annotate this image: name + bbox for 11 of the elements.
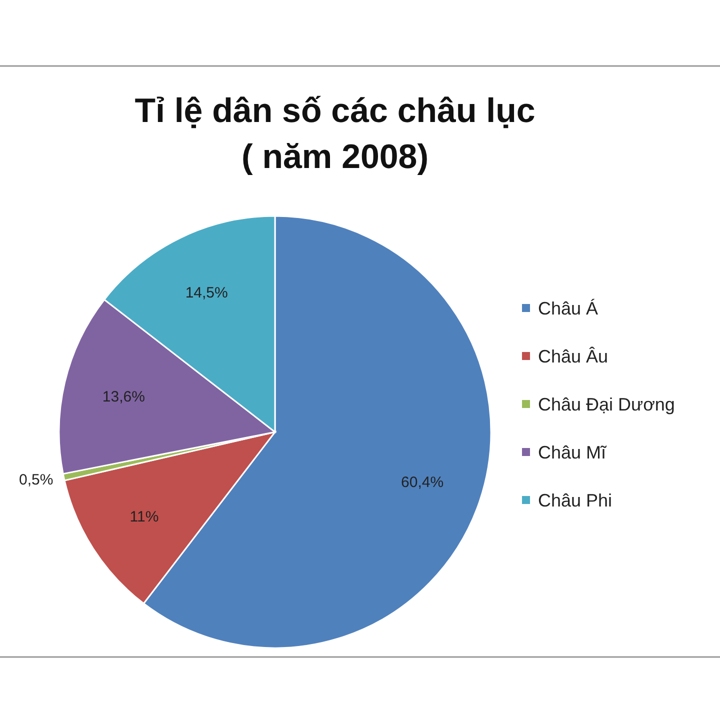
chart-title: Tỉ lệ dân số các châu lục ( năm 2008): [134, 92, 536, 176]
legend-label: Châu Mĩ: [538, 442, 608, 462]
legend-label: Châu Âu: [538, 346, 608, 366]
legend-label: Châu Đại Dương: [538, 394, 675, 414]
data-label: 0,5%: [19, 472, 54, 489]
legend-label: Châu Á: [538, 298, 598, 318]
data-label: 60,4%: [401, 474, 444, 492]
data-label: 13,6%: [102, 388, 145, 406]
legend-label: Châu Phi: [538, 490, 612, 510]
data-label: 14,5%: [185, 284, 228, 302]
data-label: 11%: [130, 508, 159, 526]
